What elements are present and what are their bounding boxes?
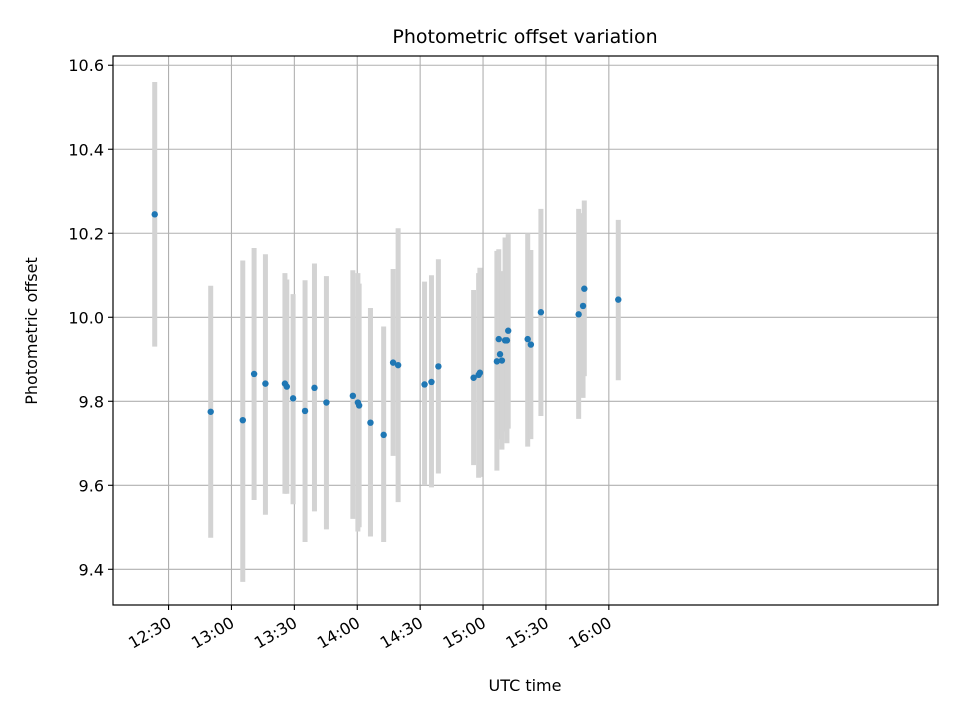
data-point xyxy=(581,285,588,292)
data-point xyxy=(496,351,504,358)
data-point xyxy=(493,358,501,365)
data-point xyxy=(435,363,442,370)
data-point xyxy=(394,361,402,369)
data-point xyxy=(428,378,435,386)
data-point xyxy=(380,431,387,439)
y-tick-label: 9.8 xyxy=(79,392,104,411)
data-point xyxy=(367,419,374,426)
data-point xyxy=(579,302,587,310)
data-point xyxy=(575,311,582,318)
data-point xyxy=(283,383,291,390)
data-point xyxy=(537,309,545,316)
y-tick-label: 10.0 xyxy=(68,308,104,327)
data-point xyxy=(495,335,502,343)
data-point xyxy=(151,211,158,218)
data-point xyxy=(389,359,397,366)
y-tick-label: 10.2 xyxy=(68,224,104,243)
data-points xyxy=(151,211,622,439)
data-point xyxy=(349,392,357,400)
y-tick-label: 9.6 xyxy=(79,476,104,495)
data-point xyxy=(615,296,622,303)
data-point xyxy=(476,369,484,376)
data-point xyxy=(289,395,297,402)
data-point xyxy=(524,335,531,343)
data-point xyxy=(503,337,511,344)
data-point xyxy=(505,327,512,334)
data-point xyxy=(421,381,428,388)
data-point xyxy=(470,374,477,381)
data-point xyxy=(301,407,309,415)
data-point xyxy=(239,416,246,424)
data-point xyxy=(207,408,214,415)
data-point xyxy=(311,384,318,392)
y-tick-label: 10.6 xyxy=(68,56,104,75)
data-point xyxy=(498,357,506,364)
data-point xyxy=(527,341,535,348)
y-tick-label: 9.4 xyxy=(79,560,104,579)
data-point xyxy=(262,380,269,387)
data-point xyxy=(250,370,258,378)
data-point xyxy=(323,399,330,406)
data-point xyxy=(355,402,363,409)
plot-frame xyxy=(112,55,939,606)
y-tick-label: 10.4 xyxy=(68,140,104,159)
chart-title: Photometric offset variation xyxy=(392,26,657,48)
y-axis-title: Photometric offset xyxy=(22,257,41,405)
x-axis-title: UTC time xyxy=(489,676,562,695)
